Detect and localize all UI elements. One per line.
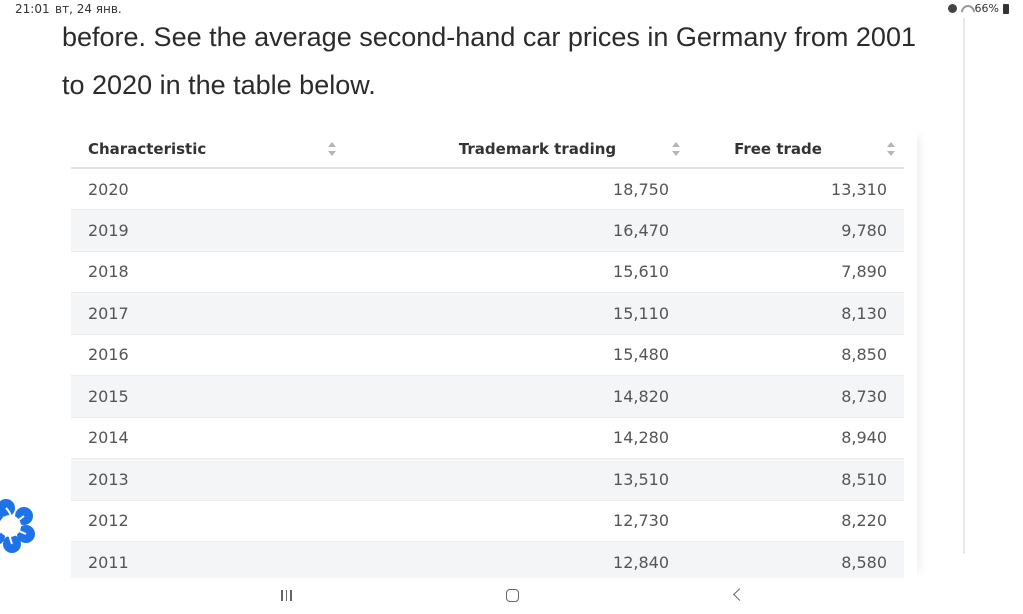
header-trademark[interactable]: Trademark trading	[406, 130, 680, 169]
status-bar: 21:01 вт, 24 янв. 66%	[0, 0, 1023, 18]
cell-year: 2019	[71, 209, 406, 252]
cell-free-trade: 8,580	[669, 541, 904, 578]
sort-arrows-icon[interactable]	[328, 142, 336, 156]
table-row: 2017 15,110 8,130	[71, 292, 904, 335]
cell-year: 2011	[71, 541, 406, 578]
cell-trademark: 15,110	[406, 292, 669, 335]
cell-year: 2015	[71, 375, 406, 418]
battery-level: 66%	[974, 2, 999, 15]
intro-line-2: to 2020 in the table below.	[62, 70, 376, 100]
header-characteristic-label: Characteristic	[88, 139, 207, 158]
price-table: Characteristic Trademark trading Free tr…	[71, 130, 904, 578]
recent-apps-icon[interactable]	[281, 590, 295, 602]
cell-trademark: 12,840	[406, 541, 669, 578]
header-trademark-label: Trademark trading	[458, 139, 617, 158]
table-row: 2012 12,730 8,220	[71, 500, 904, 542]
cell-free-trade: 9,780	[669, 209, 904, 252]
cell-year: 2012	[71, 500, 406, 542]
article-intro: before. See the average second-hand car …	[62, 13, 942, 109]
header-free-trade-label: Free trade	[734, 139, 822, 158]
battery-icon	[1003, 3, 1009, 14]
cell-free-trade: 8,850	[669, 334, 904, 376]
back-icon[interactable]	[733, 588, 746, 601]
cell-trademark: 15,480	[406, 334, 669, 376]
system-nav-bar	[0, 578, 1023, 614]
table-row: 2018 15,610 7,890	[71, 251, 904, 293]
cell-trademark: 12,730	[406, 500, 669, 542]
cell-year: 2013	[71, 458, 406, 501]
cell-year: 2020	[71, 168, 406, 210]
blue-flower-app-icon[interactable]	[0, 498, 38, 554]
home-icon[interactable]	[506, 589, 519, 602]
table-row: 2013 13,510 8,510	[71, 458, 904, 501]
cell-trademark: 14,280	[406, 417, 669, 459]
cell-trademark: 13,510	[406, 458, 669, 501]
header-characteristic[interactable]: Characteristic	[71, 130, 406, 169]
status-date: вт, 24 янв.	[55, 2, 122, 16]
table-row: 2020 18,750 13,310	[71, 168, 904, 210]
cell-trademark: 15,610	[406, 251, 669, 293]
status-indicators: 66%	[947, 2, 1009, 15]
table-row: 2019 16,470 9,780	[71, 209, 904, 252]
cell-free-trade: 8,510	[669, 458, 904, 501]
cell-trademark: 18,750	[406, 168, 669, 210]
cell-year: 2016	[71, 334, 406, 376]
cell-free-trade: 8,940	[669, 417, 904, 459]
alarm-icon	[947, 4, 957, 13]
cell-year: 2014	[71, 417, 406, 459]
sort-arrows-icon[interactable]	[887, 142, 895, 156]
price-table-container[interactable]: Characteristic Trademark trading Free tr…	[71, 130, 917, 578]
wifi-icon	[961, 5, 971, 13]
table-header-row: Characteristic Trademark trading Free tr…	[71, 130, 904, 169]
status-time: 21:01	[15, 2, 50, 16]
cell-free-trade: 8,730	[669, 375, 904, 418]
intro-line-1: before. See the average second-hand car …	[62, 22, 916, 52]
table-row: 2015 14,820 8,730	[71, 375, 904, 418]
cell-year: 2018	[71, 251, 406, 293]
cell-free-trade: 7,890	[669, 251, 904, 293]
header-free-trade[interactable]: Free trade	[669, 130, 904, 169]
cell-free-trade: 8,220	[669, 500, 904, 542]
table-row: 2011 12,840 8,580	[71, 541, 904, 578]
page-scrollbar[interactable]	[963, 18, 965, 554]
table-row: 2014 14,280 8,940	[71, 417, 904, 459]
cell-year: 2017	[71, 292, 406, 335]
table-row: 2016 15,480 8,850	[71, 334, 904, 376]
cell-free-trade: 8,130	[669, 292, 904, 335]
cell-trademark: 16,470	[406, 209, 669, 252]
cell-trademark: 14,820	[406, 375, 669, 418]
cell-free-trade: 13,310	[669, 168, 904, 210]
